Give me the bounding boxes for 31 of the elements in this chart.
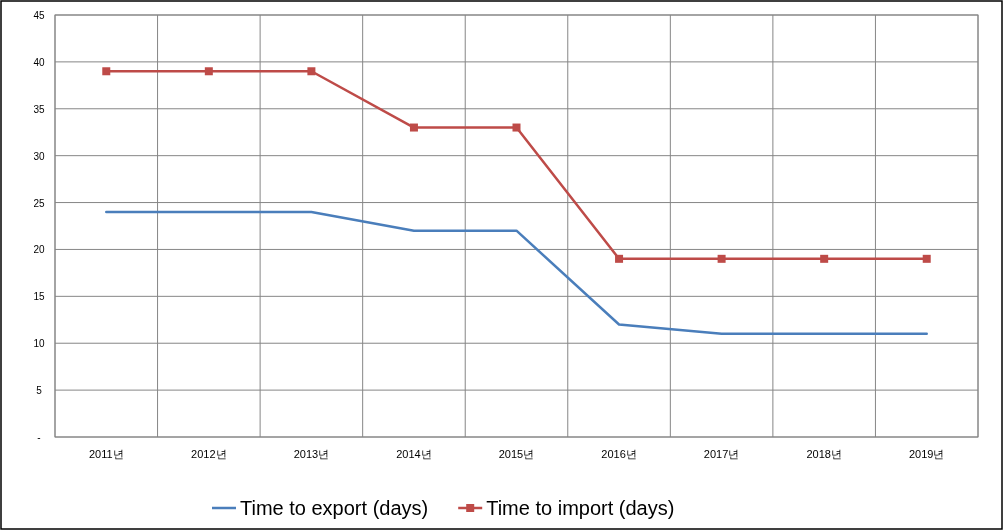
- point: [102, 67, 111, 76]
- y-tick-label: 20: [33, 244, 45, 256]
- legend-label: Time to import (days): [486, 497, 675, 519]
- y-tick-label: 40: [33, 56, 45, 68]
- x-tick-label: 2014년: [396, 448, 432, 460]
- y-tick-label: 45: [33, 10, 45, 21]
- y-tick-label: 5: [36, 385, 43, 397]
- point: [409, 123, 418, 132]
- y-tick-label: -: [37, 432, 41, 443]
- point: [717, 254, 726, 263]
- y-tick-label: 10: [33, 338, 45, 350]
- x-tick-label: 2019년: [908, 448, 945, 460]
- y-tick-label: 25: [33, 197, 45, 209]
- x-tick-label: 2012년: [191, 448, 227, 460]
- point: [820, 254, 829, 263]
- point: [307, 67, 316, 76]
- y-tick-label: 15: [33, 291, 45, 303]
- point: [204, 67, 213, 76]
- y-tick-label: 35: [33, 103, 45, 115]
- y-tick-label: 30: [33, 150, 45, 162]
- point: [512, 123, 521, 132]
- x-tick-label: 2011년: [88, 448, 124, 460]
- x-tick-label: 2018년: [806, 448, 842, 460]
- point: [615, 254, 624, 263]
- legend-label: Time to export (days): [240, 497, 429, 519]
- x-tick-label: 2013년: [293, 448, 330, 460]
- line-series: [105, 210, 928, 336]
- point: [922, 254, 931, 263]
- x-tick-label: 2015년: [498, 448, 535, 460]
- x-tick-label: 2017년: [703, 448, 740, 460]
- x-tick-label: 2016년: [601, 448, 637, 460]
